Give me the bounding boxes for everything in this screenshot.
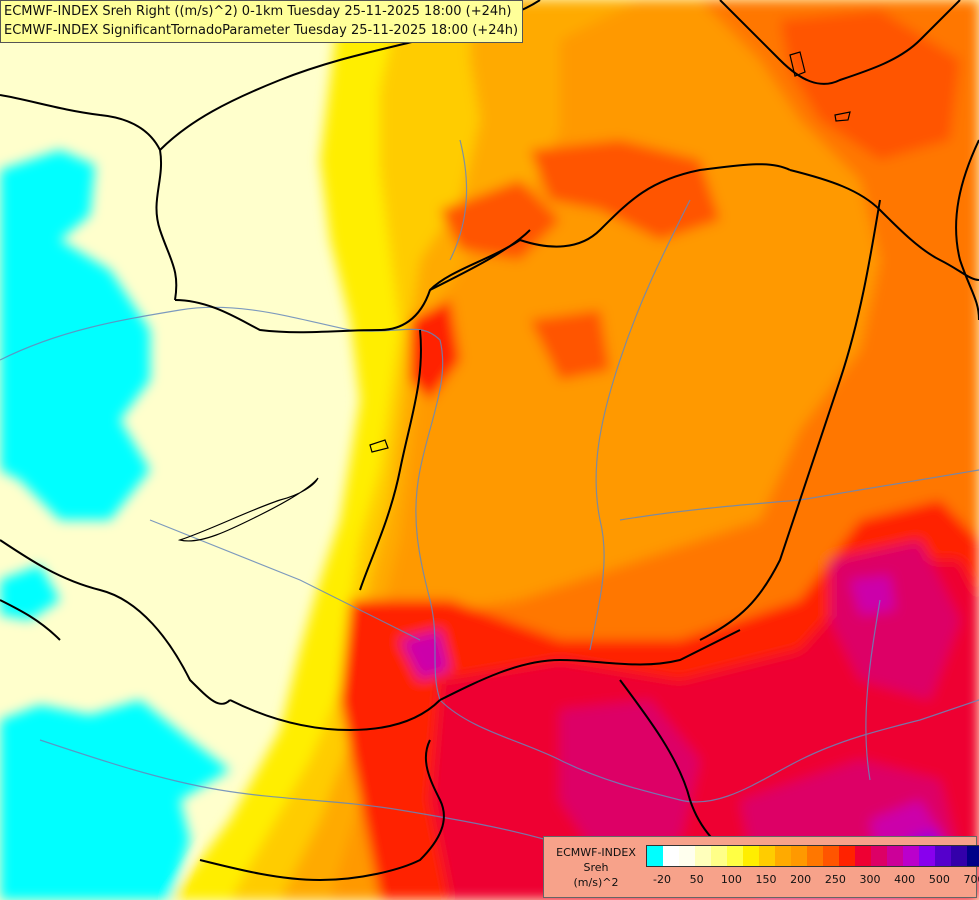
lake-balaton bbox=[177, 477, 319, 542]
border-croatia-bosnia bbox=[199, 739, 445, 882]
border-hungary-croatia bbox=[229, 699, 441, 732]
legend-title: ECMWF-INDEX Sreh (m/s)^2 bbox=[550, 845, 642, 890]
lake-north bbox=[789, 51, 806, 77]
title-line-sreh: ECMWF-INDEX Sreh Right ((m/s)^2) 0-1km T… bbox=[4, 4, 512, 19]
legend-swatch bbox=[839, 846, 855, 866]
border-north bbox=[719, 0, 961, 85]
legend-swatch bbox=[663, 846, 679, 866]
legend-swatch bbox=[679, 846, 695, 866]
field-orange-red-north bbox=[780, 10, 960, 160]
border-hungary-austria bbox=[359, 329, 422, 591]
lake-neusiedl bbox=[369, 439, 389, 453]
legend-swatch bbox=[903, 846, 919, 866]
border-switzerland-austria bbox=[0, 599, 61, 641]
legend-swatch bbox=[871, 846, 887, 866]
legend-swatch bbox=[727, 846, 743, 866]
legend-swatch bbox=[919, 846, 935, 866]
legend-tick-label: 500 bbox=[928, 873, 950, 886]
legend-swatch bbox=[791, 846, 807, 866]
legend-swatch bbox=[887, 846, 903, 866]
legend-swatch bbox=[807, 846, 823, 866]
legend-swatch bbox=[759, 846, 775, 866]
border-italy-slovenia bbox=[0, 539, 231, 705]
field-cyan-southwest bbox=[0, 700, 230, 900]
legend-swatch bbox=[951, 846, 967, 866]
legend-tick-label: -20 bbox=[653, 873, 671, 886]
legend-swatch bbox=[711, 846, 727, 866]
border-romania-moldova bbox=[955, 139, 979, 321]
rivers bbox=[0, 139, 979, 851]
river-tisza bbox=[589, 199, 691, 651]
legend-swatch bbox=[855, 846, 871, 866]
river-vah bbox=[449, 139, 468, 261]
field-orange-red-hotspot-1 bbox=[440, 180, 560, 260]
river-danube bbox=[0, 306, 979, 803]
legend-tick-label: 400 bbox=[894, 873, 916, 886]
border-czech-austria bbox=[174, 163, 791, 334]
field-orange-red-hotspot-3 bbox=[530, 310, 610, 380]
legend-swatch bbox=[967, 846, 979, 866]
title-line-stp: ECMWF-INDEX SignificantTornadoParameter … bbox=[4, 23, 519, 38]
legend-title-line-1: ECMWF-INDEX bbox=[556, 846, 636, 859]
legend-swatch bbox=[743, 846, 759, 866]
border-hungary-romania bbox=[699, 199, 881, 641]
border-slovakia-poland bbox=[429, 229, 531, 291]
legend-tick-label: 150 bbox=[755, 873, 777, 886]
legend-tick-label: 700 bbox=[963, 873, 979, 886]
legend-title-line-3: (m/s)^2 bbox=[573, 876, 619, 889]
legend-tick-label: 100 bbox=[720, 873, 742, 886]
legend-color-scale bbox=[646, 845, 979, 867]
border-hungary-serbia bbox=[439, 629, 741, 701]
color-legend: ECMWF-INDEX Sreh (m/s)^2 -20 50 100 150 200 2… bbox=[543, 836, 979, 898]
field-orange-red-hotspot-2 bbox=[530, 140, 720, 240]
field-magenta bbox=[560, 700, 700, 860]
field-purple-1 bbox=[850, 575, 895, 615]
legend-swatch bbox=[823, 846, 839, 866]
field-cyan-small bbox=[0, 565, 60, 620]
lakes bbox=[177, 51, 851, 542]
map-title-box: ECMWF-INDEX Sreh Right ((m/s)^2) 0-1km T… bbox=[0, 0, 524, 43]
legend-tick-label: 50 bbox=[689, 873, 704, 886]
river-drava bbox=[149, 519, 421, 641]
legend-tick-labels: -20 50 100 150 200 250 300 400 500 700 bbox=[646, 873, 979, 889]
field-purple-3 bbox=[400, 630, 450, 680]
legend-tick-label: 300 bbox=[859, 873, 881, 886]
river-olt bbox=[865, 599, 881, 781]
legend-tick-label: 250 bbox=[824, 873, 846, 886]
legend-swatch bbox=[695, 846, 711, 866]
legend-swatch bbox=[647, 846, 663, 866]
field-cyan-west bbox=[0, 150, 150, 520]
legend-title-line-2: Sreh bbox=[583, 861, 609, 874]
legend-swatch bbox=[775, 846, 791, 866]
legend-tick-label: 200 bbox=[790, 873, 812, 886]
legend-swatch bbox=[935, 846, 951, 866]
lake-east bbox=[834, 111, 851, 122]
field-red-west bbox=[410, 300, 460, 400]
border-ukraine-east bbox=[789, 169, 979, 281]
river-sava bbox=[39, 739, 581, 851]
